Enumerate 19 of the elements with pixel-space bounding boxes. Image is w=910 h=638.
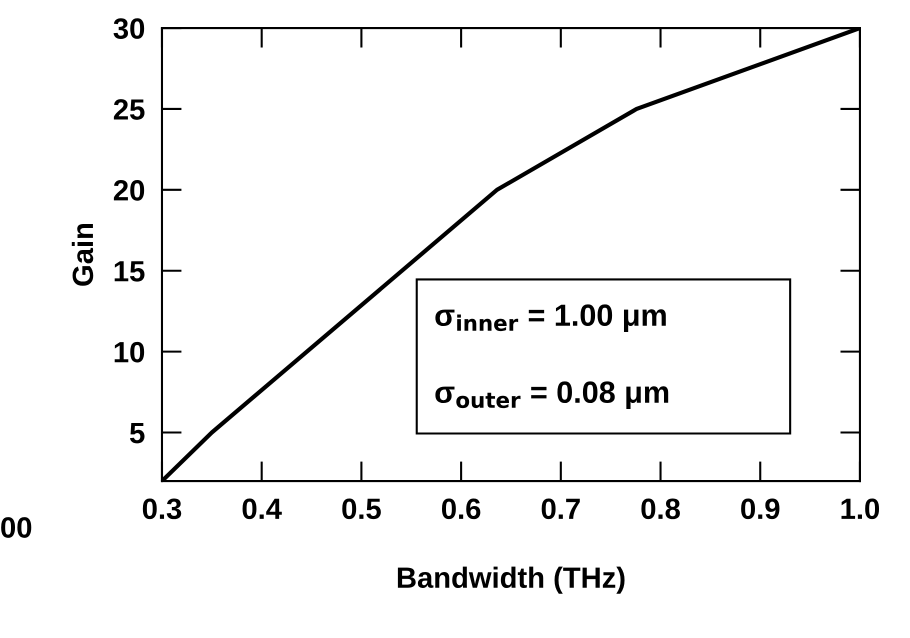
- annotation: σ$_{inner}$ = 1.00 μm: [435, 304, 666, 332]
- x-tick-label: 0.6: [442, 498, 480, 520]
- annotation: σ$_{outer}$ = 0.08 μm: [435, 381, 668, 409]
- y-tick-label: 20: [114, 180, 144, 201]
- y-tick-label: 25: [114, 99, 145, 120]
- x-tick-label: 0.7: [542, 498, 580, 520]
- x-axis-title: Bandwidth (THz): [398, 566, 625, 594]
- x-tick-label: 0.8: [641, 498, 680, 520]
- y-tick-label: 10: [114, 342, 144, 362]
- y-tick-label: 5: [130, 423, 144, 444]
- y-axis-title: Gain: [72, 224, 94, 286]
- x-tick-label: 0.5: [342, 498, 381, 520]
- x-tick-label: 0.9: [741, 498, 780, 520]
- y-tick-label: 15: [114, 261, 145, 282]
- text: 00: [1, 517, 32, 538]
- x-tick-label: 1.0: [842, 498, 880, 520]
- x-tick-label: 0.4: [242, 498, 282, 520]
- y-tick-label: 30: [114, 18, 144, 39]
- x-tick-label: 0.3: [142, 498, 182, 520]
